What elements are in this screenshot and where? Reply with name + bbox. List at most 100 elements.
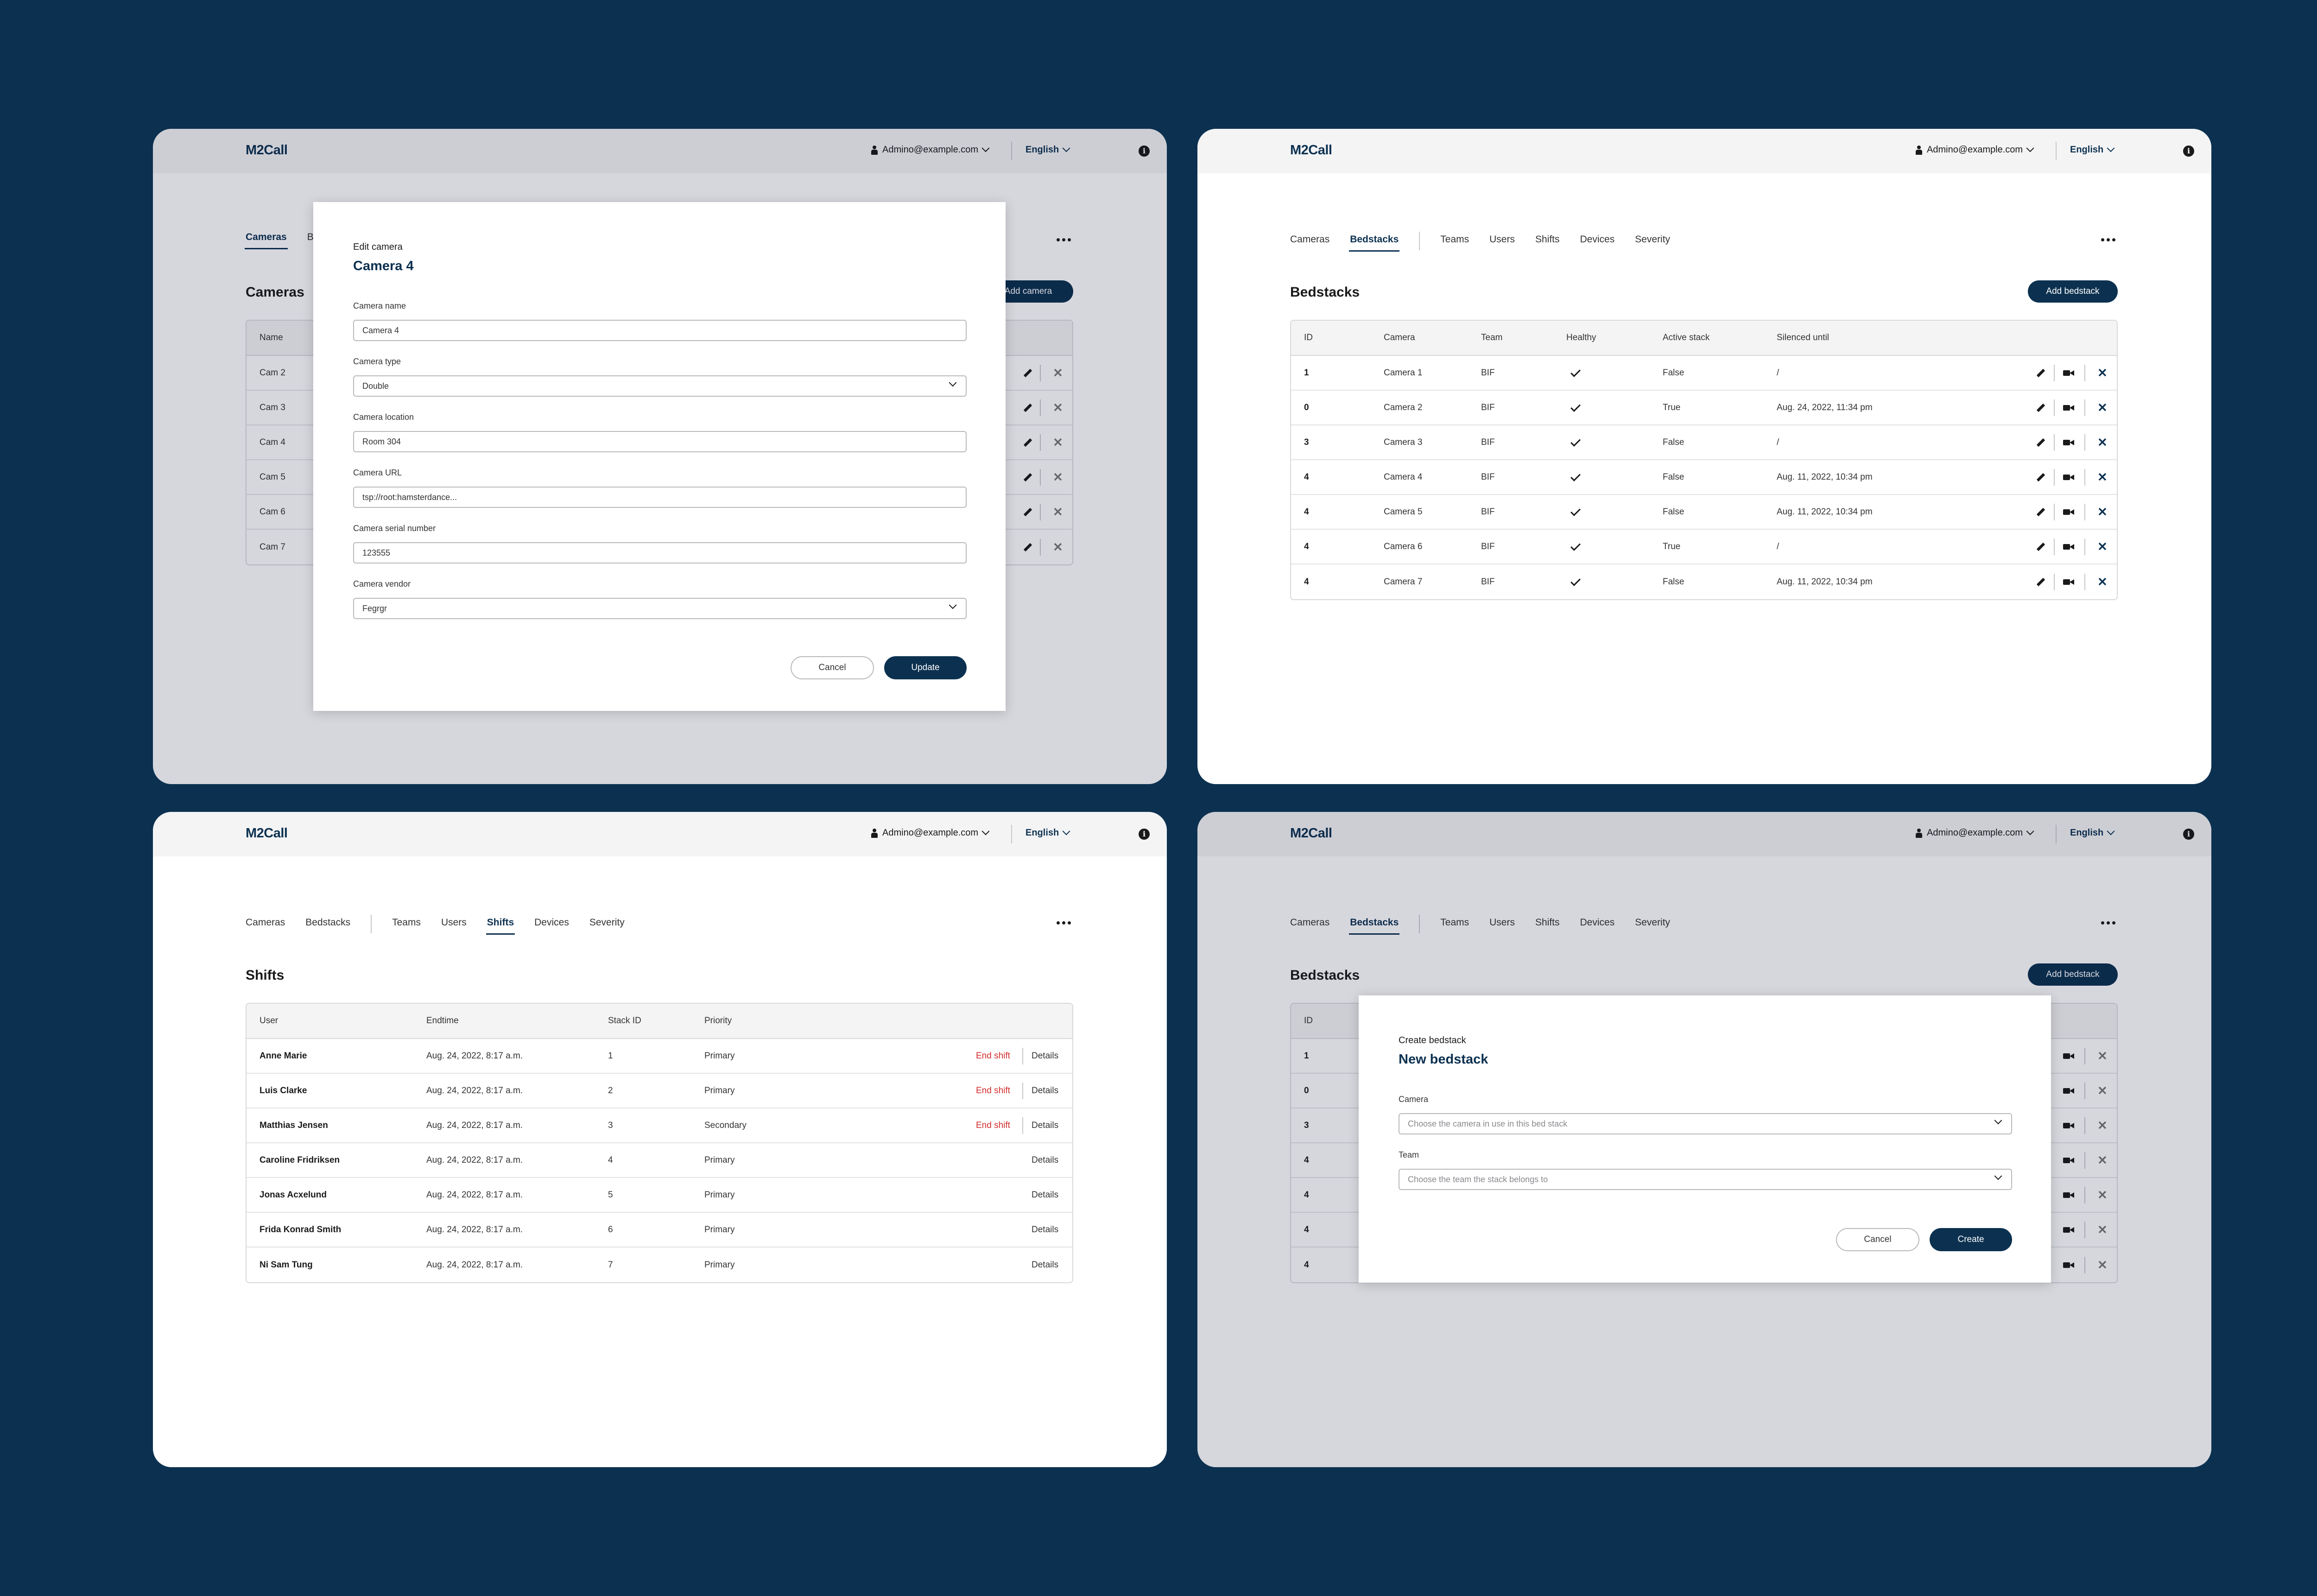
table-row[interactable]: 1 Camera 1 BIF False / ✕	[1291, 356, 2117, 391]
table-row[interactable]: 4 ✕	[1291, 1248, 2117, 1282]
tab-teams[interactable]: Teams	[1440, 917, 1469, 928]
tab-shifts[interactable]: Shifts	[1535, 234, 1560, 245]
tab-cameras[interactable]: Cameras	[1290, 234, 1330, 245]
tab-shifts[interactable]: Shifts	[1535, 917, 1560, 928]
details-button[interactable]: Details	[1032, 1051, 1059, 1061]
close-icon[interactable]: ✕	[1053, 540, 1063, 554]
close-icon[interactable]: ✕	[2097, 505, 2108, 519]
table-row[interactable]: 4 Camera 7 BIF False Aug. 11, 2022, 10:34 pm…	[1291, 564, 2117, 599]
close-icon[interactable]: ✕	[2097, 575, 2108, 589]
camera-icon[interactable]	[2063, 474, 2074, 481]
add-bedstack-button[interactable]: Add bedstack	[2028, 963, 2118, 986]
language-select[interactable]: English	[2070, 827, 2115, 838]
close-icon[interactable]: ✕	[2097, 1188, 2108, 1202]
app-logo[interactable]: M2Call	[246, 826, 288, 841]
details-button[interactable]: Details	[1032, 1085, 1059, 1096]
camera-icon[interactable]	[2063, 543, 2074, 551]
camera-icon[interactable]	[2063, 439, 2074, 446]
close-icon[interactable]: ✕	[2097, 1153, 2108, 1167]
tab-bedstacks[interactable]: Bedstacks	[1349, 917, 1400, 935]
camera-icon[interactable]	[2063, 1226, 2074, 1234]
camera-url-input[interactable]: tsp://root:hamsterdance...	[353, 487, 967, 508]
info-icon[interactable]: i	[1139, 146, 1150, 157]
camera-icon[interactable]	[2063, 369, 2074, 377]
close-icon[interactable]: ✕	[1053, 400, 1063, 414]
account-menu[interactable]: Admino@example.com	[871, 144, 990, 155]
camera-icon[interactable]	[2063, 1087, 2074, 1095]
tab-cameras[interactable]: Cameras	[246, 917, 285, 928]
tab-bedstacks[interactable]: B	[307, 232, 314, 242]
close-icon[interactable]: ✕	[2097, 1222, 2108, 1236]
camera-type-select[interactable]: Double	[353, 375, 967, 397]
app-logo[interactable]: M2Call	[1290, 826, 1332, 841]
table-row[interactable]: 4 Camera 6 BIF True / ✕	[1291, 530, 2117, 564]
details-button[interactable]: Details	[1032, 1224, 1059, 1235]
info-icon[interactable]: i	[1139, 829, 1150, 840]
tab-devices[interactable]: Devices	[534, 917, 569, 928]
camera-icon[interactable]	[2063, 1122, 2074, 1129]
camera-location-input[interactable]: Room 304	[353, 431, 967, 452]
details-button[interactable]: Details	[1032, 1190, 1059, 1200]
more-dots-icon[interactable]	[1057, 238, 1071, 241]
edit-icon[interactable]	[2036, 473, 2045, 481]
close-icon[interactable]: ✕	[1053, 366, 1063, 380]
end-shift-button[interactable]: End shift	[976, 1120, 1010, 1130]
close-icon[interactable]: ✕	[2097, 366, 2108, 380]
tab-bedstacks[interactable]: Bedstacks	[305, 917, 351, 928]
edit-icon[interactable]	[2036, 507, 2045, 516]
app-logo[interactable]: M2Call	[1290, 143, 1332, 158]
tab-users[interactable]: Users	[1489, 234, 1515, 245]
language-select[interactable]: English	[2070, 144, 2115, 155]
camera-icon[interactable]	[2063, 1191, 2074, 1199]
close-icon[interactable]: ✕	[1053, 435, 1063, 449]
more-dots-icon[interactable]	[2101, 238, 2115, 241]
tab-cameras[interactable]: Cameras	[245, 232, 288, 249]
info-icon[interactable]: i	[2183, 829, 2194, 840]
table-row[interactable]: 4 Camera 4 BIF False Aug. 11, 2022, 10:34 pm…	[1291, 460, 2117, 495]
edit-icon[interactable]	[2036, 368, 2045, 377]
close-icon[interactable]: ✕	[2097, 470, 2108, 484]
close-icon[interactable]: ✕	[2097, 539, 2108, 553]
more-dots-icon[interactable]	[2101, 921, 2115, 925]
language-select[interactable]: English	[1026, 144, 1070, 155]
edit-icon[interactable]	[2036, 403, 2045, 412]
camera-icon[interactable]	[2063, 404, 2074, 412]
details-button[interactable]: Details	[1032, 1120, 1059, 1130]
tab-teams[interactable]: Teams	[1440, 234, 1469, 245]
tab-teams[interactable]: Teams	[392, 917, 421, 928]
create-button[interactable]: Create	[1930, 1228, 2012, 1251]
close-icon[interactable]: ✕	[2097, 1258, 2108, 1272]
table-row[interactable]: Caroline Fridriksen Aug. 24, 2022, 8:17 a…	[247, 1143, 1072, 1178]
tab-users[interactable]: Users	[1489, 917, 1515, 928]
camera-icon[interactable]	[2063, 1157, 2074, 1164]
tab-severity[interactable]: Severity	[589, 917, 625, 928]
camera-icon[interactable]	[2063, 508, 2074, 516]
camera-select[interactable]: Choose the camera in use in this bed sta…	[1399, 1113, 2012, 1134]
camera-vendor-select[interactable]: Fegrgr	[353, 598, 967, 619]
account-menu[interactable]: Admino@example.com	[1916, 827, 2034, 838]
tab-bedstacks[interactable]: Bedstacks	[1349, 234, 1400, 252]
tab-severity[interactable]: Severity	[1635, 917, 1671, 928]
tab-devices[interactable]: Devices	[1580, 234, 1615, 245]
edit-icon[interactable]	[2036, 577, 2045, 586]
app-logo[interactable]: M2Call	[246, 143, 288, 158]
camera-icon[interactable]	[2063, 578, 2074, 586]
edit-icon[interactable]	[2036, 542, 2045, 551]
team-select[interactable]: Choose the team the stack belongs to	[1399, 1169, 2012, 1190]
add-bedstack-button[interactable]: Add bedstack	[2028, 280, 2118, 303]
edit-icon[interactable]	[2036, 438, 2045, 447]
language-select[interactable]: English	[1026, 827, 1070, 838]
close-icon[interactable]: ✕	[2097, 435, 2108, 449]
table-row[interactable]: Cam 7 ✕	[247, 530, 1072, 564]
close-icon[interactable]: ✕	[2097, 1118, 2108, 1132]
camera-icon[interactable]	[2063, 1052, 2074, 1060]
tab-cameras[interactable]: Cameras	[1290, 917, 1330, 928]
details-button[interactable]: Details	[1032, 1260, 1059, 1270]
tab-users[interactable]: Users	[441, 917, 467, 928]
more-dots-icon[interactable]	[1057, 921, 1071, 925]
details-button[interactable]: Details	[1032, 1155, 1059, 1165]
camera-name-input[interactable]: Camera 4	[353, 320, 967, 341]
close-icon[interactable]: ✕	[2097, 1083, 2108, 1097]
account-menu[interactable]: Admino@example.com	[871, 827, 990, 838]
camera-icon[interactable]	[2063, 1261, 2074, 1269]
